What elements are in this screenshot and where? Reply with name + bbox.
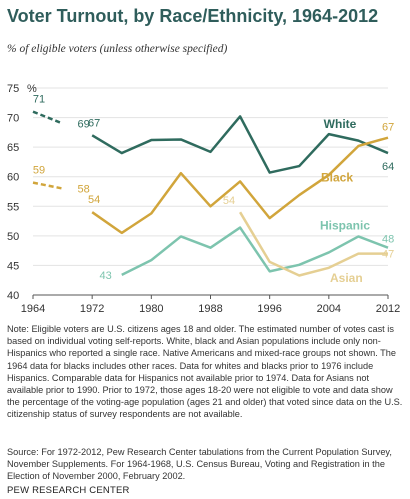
y-tick-label: 55 (7, 201, 19, 213)
x-tick-label: 2004 (317, 303, 341, 315)
y-tick-label: 65 (7, 142, 19, 154)
black-dashed-data-label: 58 (77, 184, 89, 196)
black-line (91, 136, 389, 235)
y-tick-label: 60 (7, 172, 19, 184)
chart-lines (32, 110, 389, 277)
white-line (91, 115, 389, 174)
x-tick-label: 1996 (257, 303, 281, 315)
line-chart: 40 45 50 55 60 65 70 75 % 1964 1972 1980 1988 1996 200… (7, 83, 400, 315)
white-first-data-label: 67 (88, 117, 100, 129)
black-last-data-label: 67 (382, 122, 394, 134)
black-dashed-data-label: 59 (33, 165, 45, 177)
white-dashed-line (32, 110, 64, 125)
asian-first-data-label: 54 (223, 195, 235, 207)
y-tick-label: 40 (7, 290, 19, 302)
white-dashed-data-label: 69 (77, 118, 89, 130)
x-tick-label: 1964 (21, 303, 45, 315)
white-dashed-data-label: 71 (33, 94, 45, 106)
hispanic-first-data-label: 43 (100, 270, 112, 282)
x-tick-label: 2012 (376, 303, 400, 315)
chart-note: Note: Eligible voters are U.S. citizens … (7, 324, 403, 420)
chart-title: Voter Turnout, by Race/Ethnicity, 1964-2… (7, 6, 379, 26)
chart-axes: 40 45 50 55 60 65 70 75 % 1964 1972 1980 1988 1996 200… (7, 83, 400, 315)
chart-source: Source: For 1972-2012, Pew Research Cent… (7, 447, 392, 482)
black-first-data-label: 54 (88, 194, 100, 206)
white-last-data-label: 64 (382, 161, 394, 173)
x-tick-label: 1980 (139, 303, 163, 315)
asian-last-data-label: 47 (382, 249, 394, 261)
y-axis-label: % (27, 83, 37, 95)
chart-grid (33, 87, 388, 266)
asian-line (239, 211, 388, 277)
white-series-name: White (324, 117, 357, 131)
black-series-name: Black (321, 170, 353, 184)
y-tick-label: 45 (7, 260, 19, 272)
y-tick-label: 70 (7, 113, 19, 125)
black-dashed-line (32, 181, 63, 190)
hispanic-last-data-label: 48 (382, 234, 394, 246)
chart-labels: 71696764White59585467Black4348Hispanic54… (33, 94, 394, 285)
x-tick-label: 1972 (80, 303, 104, 315)
chart-subtitle: % of eligible voters (unless otherwise s… (7, 43, 228, 55)
y-tick-label: 75 (7, 83, 19, 95)
org-name: PEW RESEARCH CENTER (7, 485, 130, 496)
asian-series-name: Asian (330, 271, 363, 285)
hispanic-series-name: Hispanic (320, 218, 370, 232)
y-tick-label: 50 (7, 231, 19, 243)
x-tick-label: 1988 (198, 303, 222, 315)
hispanic-line (121, 226, 389, 277)
